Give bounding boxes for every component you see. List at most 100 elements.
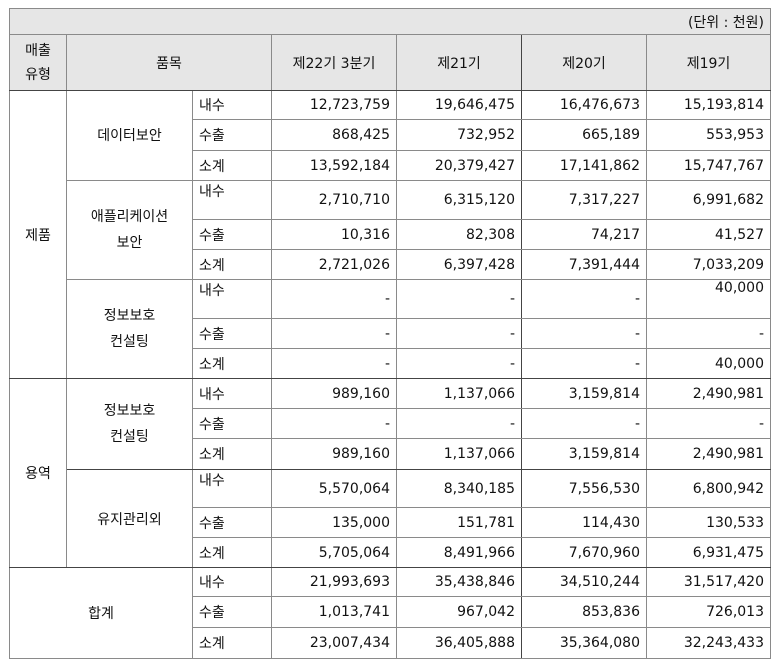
value-cell: - [396,318,522,349]
value-cell: 553,953 [646,119,771,151]
value-cell: 726,013 [646,596,771,628]
value-cell: 7,033,209 [646,249,771,280]
table-row: 용역 정보보호 컨설팅 내수 989,160 1,137,066 3,159,8… [9,378,771,568]
sub-label-subtotal: 소계 [192,537,272,568]
sub-label-domestic: 내수 [192,90,272,120]
value-cell: 114,430 [521,507,647,538]
value-cell: 732,952 [396,119,522,151]
sub-label-subtotal: 소계 [192,438,272,470]
value-cell: 21,993,693 [271,567,397,597]
sub-label-export: 수출 [192,318,272,349]
table-row: 소계 5,705,064 8,491,966 7,670,960 6,931,4… [10,537,771,568]
sub-label-subtotal: 소계 [192,348,272,379]
value-cell: 34,510,244 [521,567,647,597]
value-cell: 20,379,427 [396,150,522,181]
sub-label-domestic: 내수 [192,279,272,319]
value-cell: - [521,279,647,319]
table-row: 유지관리외 내수 5,570,064 8,340,185 7,556,530 6… [10,469,771,568]
sales-type-product: 제품 [9,90,67,379]
header-item: 품목 [66,34,272,91]
value-cell: 31,517,420 [646,567,771,597]
value-cell: 989,160 [271,438,397,470]
value-cell: 3,159,814 [521,378,647,409]
value-cell: - [396,408,522,439]
table-row: 소계 2,721,026 6,397,428 7,391,444 7,033,2… [10,249,771,280]
value-cell: 8,491,966 [396,537,522,568]
header-period-22q3: 제22기 3분기 [271,34,397,91]
table-row: 수출 10,316 82,308 74,217 41,527 [10,219,771,250]
sub-label-subtotal: 소계 [192,150,272,181]
value-cell: 15,747,767 [646,150,771,181]
value-cell: 41,527 [646,219,771,250]
value-cell: 130,533 [646,507,771,538]
total-label: 합계 [9,567,193,659]
value-cell: 74,217 [521,219,647,250]
value-cell: - [521,408,647,439]
unit-row: (단위 : 천원) [9,8,771,35]
table-row: 애플리케이션 보안 내수 2,710,710 6,315,120 7,317,2… [10,180,771,280]
value-cell: 35,364,080 [521,627,647,659]
value-cell: - [396,348,522,379]
value-cell: 6,397,428 [396,249,522,280]
value-cell: - [271,318,397,349]
unit-label: (단위 : 천원) [9,8,771,35]
value-cell: 15,193,814 [646,90,771,120]
value-cell: 7,317,227 [521,180,647,220]
value-cell: 665,189 [521,119,647,151]
sub-label-subtotal: 소계 [192,249,272,280]
item-data-security: 데이터보안 [66,90,193,181]
value-cell: 82,308 [396,219,522,250]
value-cell: 5,570,064 [271,469,397,508]
sales-table: (단위 : 천원) 매출 유형 품목 제22기 3분기 제21기 제20기 제1… [9,8,771,659]
sub-label-export: 수출 [192,596,272,628]
value-cell: - [521,348,647,379]
header-period-19: 제19기 [646,34,771,91]
header-sales-type: 매출 유형 [9,34,67,91]
value-cell: 2,490,981 [646,438,771,470]
value-cell: 853,836 [521,596,647,628]
table-row: 합계 내수 21,993,693 35,438,846 34,510,244 3… [9,567,771,659]
value-cell: 2,721,026 [271,249,397,280]
value-cell: 6,800,942 [646,469,771,508]
table-row: 수출 868,425 732,952 665,189 553,953 [10,119,771,151]
header-period-21: 제21기 [396,34,522,91]
value-cell: 3,159,814 [521,438,647,470]
value-cell: - [396,279,522,319]
value-cell: 6,991,682 [646,180,771,220]
value-cell: 17,141,862 [521,150,647,181]
value-cell: - [646,408,771,439]
value-cell: - [271,279,397,319]
sub-label-domestic: 내수 [192,567,272,597]
value-cell: - [271,348,397,379]
table-row: 제품 데이터보안 내수 12,723,759 19,646,475 16,476… [9,90,771,379]
table-row: 소계 989,160 1,137,066 3,159,814 2,490,981 [10,438,771,470]
value-cell: 868,425 [271,119,397,151]
item-security-consulting-service: 정보보호 컨설팅 [66,378,193,470]
sales-type-service: 용역 [9,378,67,568]
value-cell: 16,476,673 [521,90,647,120]
value-cell: 2,490,981 [646,378,771,409]
value-cell: 151,781 [396,507,522,538]
value-cell: 135,000 [271,507,397,538]
table-row: 소계 - - - 40,000 [10,348,771,379]
item-maintenance: 유지관리외 [66,469,193,568]
value-cell: 5,705,064 [271,537,397,568]
table-row: 소계 13,592,184 20,379,427 17,141,862 15,7… [10,150,771,181]
value-cell: 23,007,434 [271,627,397,659]
value-cell: 6,315,120 [396,180,522,220]
value-cell: 40,000 [646,348,771,379]
value-cell: 19,646,475 [396,90,522,120]
value-cell: 1,137,066 [396,378,522,409]
value-cell: 7,391,444 [521,249,647,280]
value-cell: 40,000 [646,279,771,319]
table-row: 소계 23,007,434 36,405,888 35,364,080 32,2… [10,627,771,659]
value-cell: - [271,408,397,439]
item-application-security: 애플리케이션 보안 [66,180,193,280]
value-cell: 13,592,184 [271,150,397,181]
value-cell: 2,710,710 [271,180,397,220]
header-row: 매출 유형 품목 제22기 3분기 제21기 제20기 제19기 [9,34,771,91]
value-cell: 35,438,846 [396,567,522,597]
value-cell: 7,556,530 [521,469,647,508]
table-row: 정보보호 컨설팅 내수 - - - 40,000 [10,279,771,379]
